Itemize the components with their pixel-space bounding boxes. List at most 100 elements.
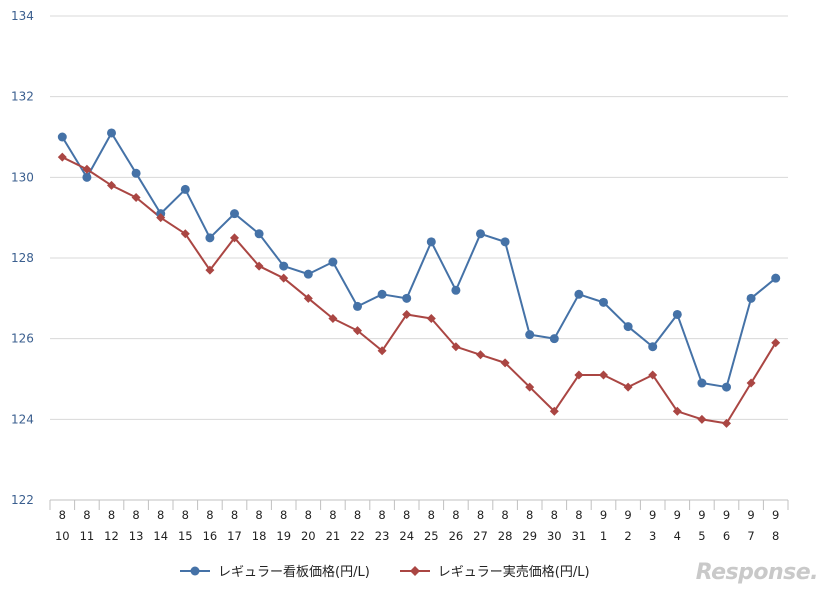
data-point[interactable] bbox=[254, 261, 264, 271]
x-tick-day: 11 bbox=[80, 529, 95, 543]
data-point[interactable] bbox=[476, 350, 485, 360]
data-point[interactable] bbox=[353, 326, 362, 336]
x-tick-day: 25 bbox=[424, 529, 439, 543]
data-point[interactable] bbox=[205, 265, 215, 275]
data-point[interactable] bbox=[672, 309, 682, 319]
data-point[interactable] bbox=[303, 269, 313, 279]
data-point[interactable] bbox=[525, 330, 535, 340]
data-point[interactable] bbox=[648, 370, 658, 380]
data-point[interactable] bbox=[107, 180, 116, 190]
data-point[interactable] bbox=[722, 418, 731, 428]
data-point[interactable] bbox=[402, 293, 412, 303]
y-tick-label: 122 bbox=[11, 493, 34, 507]
x-tick-day: 21 bbox=[326, 529, 341, 543]
data-point[interactable] bbox=[599, 370, 608, 380]
data-point[interactable] bbox=[377, 346, 387, 356]
x-axis-ticks: 8108118128138148158168178188198208218228… bbox=[55, 508, 779, 543]
x-tick-month: 8 bbox=[551, 508, 558, 522]
x-tick-month: 8 bbox=[452, 508, 459, 522]
data-point[interactable] bbox=[771, 273, 781, 283]
data-point[interactable] bbox=[672, 406, 682, 416]
data-point[interactable] bbox=[500, 358, 510, 368]
data-point[interactable] bbox=[623, 382, 633, 392]
x-tick-day: 22 bbox=[350, 529, 365, 543]
data-point[interactable] bbox=[82, 172, 92, 182]
x-tick-day: 14 bbox=[153, 529, 168, 543]
data-point[interactable] bbox=[697, 414, 707, 424]
data-point[interactable] bbox=[254, 229, 264, 239]
x-tick-month: 9 bbox=[649, 508, 656, 522]
data-point[interactable] bbox=[279, 261, 289, 271]
x-tick-month: 8 bbox=[428, 508, 435, 522]
data-point[interactable] bbox=[180, 229, 190, 239]
data-point[interactable] bbox=[328, 257, 338, 267]
data-point[interactable] bbox=[402, 309, 412, 319]
data-point[interactable] bbox=[377, 289, 387, 299]
data-point[interactable] bbox=[230, 209, 239, 219]
legend-item-series-2[interactable]: レギュラー実売価格(円/L) bbox=[399, 561, 590, 580]
x-tick-month: 8 bbox=[575, 508, 582, 522]
data-point[interactable] bbox=[525, 382, 535, 392]
y-tick-label: 126 bbox=[11, 332, 34, 346]
x-tick-month: 8 bbox=[354, 508, 361, 522]
data-point[interactable] bbox=[328, 314, 338, 323]
x-tick-month: 8 bbox=[157, 508, 164, 522]
x-tick-day: 31 bbox=[572, 529, 587, 543]
x-tick-day: 24 bbox=[399, 529, 414, 543]
data-point[interactable] bbox=[57, 132, 67, 142]
x-tick-month: 9 bbox=[624, 508, 631, 522]
x-tick-month: 8 bbox=[59, 508, 66, 522]
diamond-marker-icon bbox=[399, 565, 430, 576]
data-point[interactable] bbox=[549, 334, 559, 344]
x-tick-day: 1 bbox=[600, 529, 607, 543]
x-tick-month: 8 bbox=[378, 508, 385, 522]
data-point[interactable] bbox=[623, 322, 633, 332]
x-tick-month: 8 bbox=[526, 508, 533, 522]
data-point[interactable] bbox=[722, 382, 731, 392]
data-point[interactable] bbox=[549, 406, 559, 416]
data-point[interactable] bbox=[697, 378, 707, 388]
x-tick-month: 8 bbox=[403, 508, 410, 522]
data-point[interactable] bbox=[648, 342, 658, 352]
data-point[interactable] bbox=[426, 237, 436, 247]
data-point[interactable] bbox=[57, 152, 67, 162]
x-tick-month: 9 bbox=[674, 508, 681, 522]
data-point[interactable] bbox=[451, 285, 461, 295]
x-tick-month: 9 bbox=[600, 508, 607, 522]
data-point[interactable] bbox=[451, 342, 461, 352]
data-point[interactable] bbox=[746, 378, 756, 388]
data-point[interactable] bbox=[426, 314, 436, 323]
data-point[interactable] bbox=[599, 297, 608, 307]
x-tick-month: 8 bbox=[132, 508, 139, 522]
data-point[interactable] bbox=[476, 229, 485, 239]
data-point[interactable] bbox=[303, 293, 313, 303]
x-tick-day: 18 bbox=[252, 529, 267, 543]
data-point[interactable] bbox=[771, 338, 781, 348]
x-tick-day: 5 bbox=[698, 529, 705, 543]
x-tick-month: 9 bbox=[723, 508, 730, 522]
x-tick-day: 6 bbox=[723, 529, 730, 543]
response-logo: Response. bbox=[695, 560, 819, 585]
x-tick-day: 28 bbox=[498, 529, 513, 543]
y-tick-label: 124 bbox=[11, 412, 34, 426]
data-point[interactable] bbox=[353, 301, 362, 311]
legend-item-series-1[interactable]: レギュラー看板価格(円/L) bbox=[180, 561, 370, 580]
data-point[interactable] bbox=[500, 237, 510, 247]
data-point[interactable] bbox=[131, 193, 141, 202]
data-point[interactable] bbox=[156, 213, 166, 223]
data-point[interactable] bbox=[180, 184, 190, 194]
data-point[interactable] bbox=[230, 233, 239, 243]
data-point[interactable] bbox=[279, 273, 289, 283]
data-point[interactable] bbox=[131, 168, 141, 178]
data-point[interactable] bbox=[82, 164, 92, 174]
x-tick-month: 8 bbox=[280, 508, 287, 522]
x-tick-month: 8 bbox=[329, 508, 336, 522]
data-point[interactable] bbox=[107, 128, 116, 138]
x-tick-month: 8 bbox=[501, 508, 508, 522]
data-point[interactable] bbox=[574, 370, 584, 380]
data-point[interactable] bbox=[746, 293, 756, 303]
data-point[interactable] bbox=[205, 233, 215, 243]
y-tick-label: 128 bbox=[11, 251, 34, 265]
data-point[interactable] bbox=[574, 289, 584, 299]
x-tick-month: 8 bbox=[477, 508, 484, 522]
